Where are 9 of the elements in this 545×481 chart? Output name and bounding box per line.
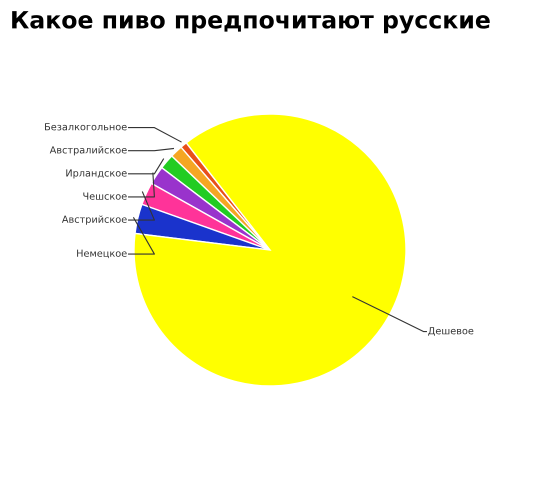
slice-label: Безалкогольное [45, 123, 127, 130]
slice-label: Дешевое [428, 327, 474, 336]
slice-label: Австралийское [50, 146, 127, 156]
slice-label: Чешское [83, 192, 127, 200]
slice-label: Ирландское [66, 169, 127, 179]
slice-label: Немецкое [77, 250, 127, 258]
pie-slice [133, 113, 407, 387]
chart-title: Какое пиво предпочитают русские [12, 11, 490, 34]
slice-label: Австрийское [62, 215, 127, 225]
